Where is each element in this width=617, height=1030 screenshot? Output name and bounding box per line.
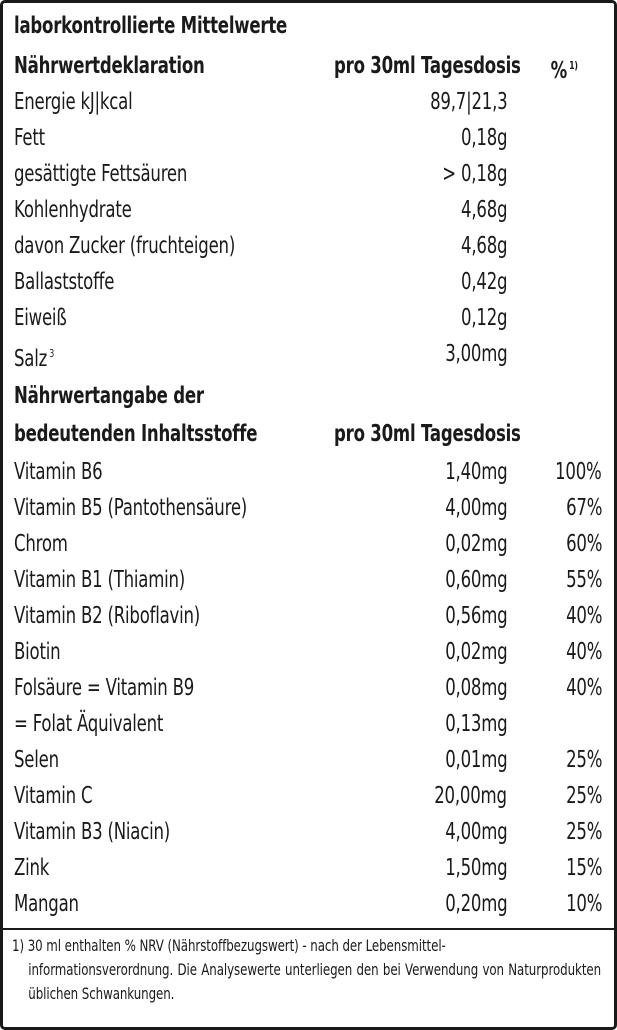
vitamin-amount: 4,00mg [444,819,507,845]
vitamin-row: Vitamin B3 (Niacin) 4,00mg 25% [14,814,602,850]
vitamin-percent: 25% [565,747,602,773]
nutrient-amount: 89,7|21,3 [429,89,508,115]
vitamin-name: Vitamin B6 [14,459,103,485]
label-title: laborkontrollierte Mittelwerte [14,13,288,39]
vitamin-name: Vitamin B5 (Pantothensäure) [14,495,248,521]
vitamin-row: Vitamin B5 (Pantothensäure) 4,00mg 67% [14,490,602,526]
section1-amount-header: pro 30ml Tagesdosis [334,53,521,79]
nutrient-row: Ballaststoffe 0,42g [14,264,602,300]
nutrient-row: Fett 0,18g [14,120,602,156]
nutrient-amount: 3,00mg [444,341,507,367]
footnote-rest: informationsverordnung. Die Analysewerte… [28,960,602,1003]
vitamin-name: Vitamin B1 (Thiamin) [14,567,186,593]
nutrient-amount: 4,68g [460,233,508,259]
nutrient-name: Energie kJ|kcal [14,89,133,115]
nutrient-name: Kohlenhydrate [14,197,132,223]
nutrient-note: 3 [49,347,55,360]
section1-heading: Nährwertdeklaration [14,53,205,79]
footnote: 1) 30 ml enthalten % NRV (Nährstoffbezug… [12,934,601,1006]
vitamin-row: Chrom 0,02mg 60% [14,526,602,562]
vitamin-percent: 25% [565,819,602,845]
vitamin-row: Selen 0,01mg 25% [14,742,602,778]
nutrient-amount: 0,42g [460,269,508,295]
vitamin-amount: 0,02mg [444,531,507,557]
vitamin-name: Zink [14,855,50,881]
nutrient-amount: 4,68g [460,197,508,223]
vitamin-percent: 40% [565,675,602,701]
vitamin-name: Mangan [14,891,79,917]
vitamin-amount: 20,00mg [434,783,507,809]
vitamin-percent: 55% [565,567,602,593]
nutrient-amount: 0,18g [460,125,508,151]
vitamin-name: Vitamin B3 (Niacin) [14,819,171,845]
nutrient-row: Eiweiß 0,12g [14,300,602,336]
nutrient-name: Ballaststoffe [14,269,115,295]
section2-amount-header: pro 30ml Tagesdosis [334,421,521,447]
vitamin-amount: 0,20mg [444,891,507,917]
vitamin-percent: 25% [565,783,602,809]
nutrient-name: davon Zucker (fruchteigen) [14,233,236,259]
vitamin-name: Chrom [14,531,68,557]
vitamin-percent: 15% [565,855,602,881]
nutrient-name: Eiweiß [14,305,67,331]
vitamin-amount: 0,13mg [444,711,507,737]
vitamin-percent: 40% [565,639,602,665]
vitamin-row: = Folat Äquivalent 0,13mg [14,706,602,742]
vitamin-percent: 100% [555,459,603,485]
vitamin-row: Vitamin B2 (Riboflavin) 0,56mg 40% [14,598,602,634]
footnote-line1: 1) 30 ml enthalten % NRV (Nährstoffbezug… [12,936,446,955]
vitamin-name: Vitamin B2 (Riboflavin) [14,603,201,629]
nutrient-row: Salz 3 3,00mg [14,336,602,372]
vitamin-row: Vitamin C 20,00mg 25% [14,778,602,814]
vitamin-row: Folsäure = Vitamin B9 0,08mg 40% [14,670,602,706]
nutrient-name: gesättigte Fettsäuren [14,161,188,187]
vitamin-row: Biotin 0,02mg 40% [14,634,602,670]
vitamin-amount: 1,40mg [444,459,507,485]
vitamin-row: Vitamin B6 1,40mg 100% [14,454,602,490]
percent-header: % 1) [551,48,578,89]
vitamin-name: Biotin [14,639,61,665]
nutrient-row: Kohlenhydrate 4,68g [14,192,602,228]
nutrient-row: davon Zucker (fruchteigen) 4,68g [14,228,602,264]
vitamin-percent: 60% [565,531,602,557]
section2-heading-line2: bedeutenden Inhaltsstoffe [14,421,258,447]
section2-heading-row-2: bedeutenden Inhaltsstoffe pro 30ml Tages… [14,416,602,452]
nutrient-name: Fett [14,125,45,151]
vitamin-amount: 0,60mg [444,567,507,593]
vitamin-amount: 1,50mg [444,855,507,881]
vitamin-percent: 10% [565,891,602,917]
vitamin-row: Zink 1,50mg 15% [14,850,602,886]
vitamin-row: Mangan 0,20mg 10% [14,886,602,922]
nutrient-amount: > 0,18g [441,161,507,187]
nutrient-row: gesättigte Fettsäuren > 0,18g [14,156,602,192]
footnote-divider [3,928,614,930]
section2-heading-row-1: Nährwertangabe der [14,378,602,414]
vitamin-amount: 4,00mg [444,495,507,521]
percent-header-note: 1) [569,59,578,72]
vitamin-name: Vitamin C [14,783,93,809]
vitamin-percent: 67% [565,495,602,521]
vitamin-percent: 40% [565,603,602,629]
nutrient-name: Salz 3 [14,346,55,372]
vitamin-amount: 0,02mg [444,639,507,665]
percent-header-symbol: % [550,58,568,84]
nutrient-row: Energie kJ|kcal 89,7|21,3 [14,84,602,120]
label-title-row: laborkontrollierte Mittelwerte [14,8,602,44]
vitamin-name: Selen [14,747,59,773]
vitamin-name: = Folat Äquivalent [14,711,164,737]
nutrient-amount: 0,12g [460,305,508,331]
vitamin-amount: 0,08mg [444,675,507,701]
section1-header-row: Nährwertdeklaration pro 30ml Tagesdosis … [14,48,602,84]
vitamin-row: Vitamin B1 (Thiamin) 0,60mg 55% [14,562,602,598]
vitamin-amount: 0,01mg [444,747,507,773]
section2-heading-line1: Nährwertangabe der [14,383,204,409]
vitamin-name: Folsäure = Vitamin B9 [14,675,195,701]
vitamin-amount: 0,56mg [444,603,507,629]
